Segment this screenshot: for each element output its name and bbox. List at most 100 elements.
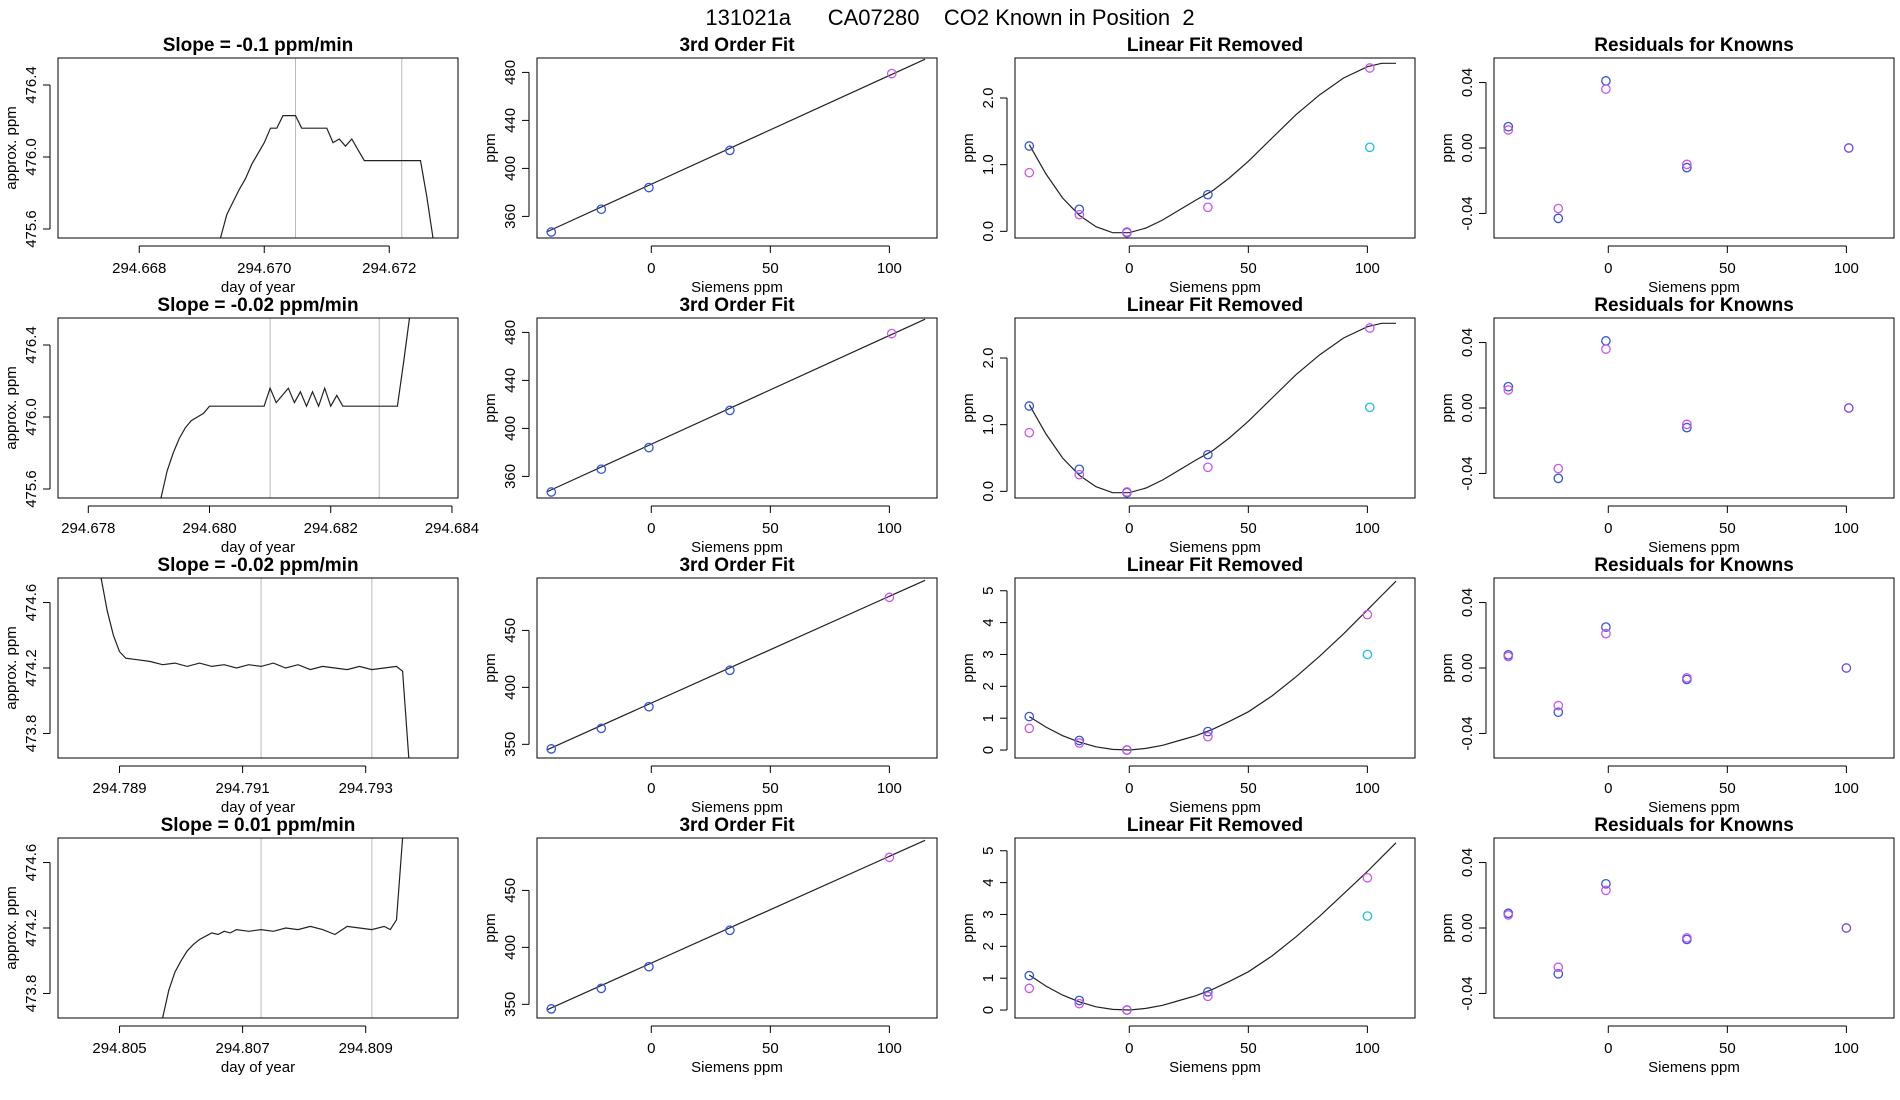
y-tick-label: 1.0 — [980, 154, 997, 175]
y-tick-label: 1 — [980, 974, 997, 982]
x-tick-label: 50 — [762, 260, 779, 277]
y-tick-label: 360 — [502, 204, 519, 229]
x-axis-label: day of year — [221, 1059, 295, 1076]
data-point — [1553, 463, 1564, 474]
y-tick-label: 360 — [502, 464, 519, 489]
plot-frame — [1014, 577, 1416, 759]
plot-area — [1024, 62, 1396, 238]
panel-title: 3rd Order Fit — [679, 295, 795, 316]
data-point — [1203, 449, 1213, 460]
y-tick-label: 473.8 — [23, 975, 40, 1013]
x-tick-label: 0 — [1604, 520, 1612, 537]
plot-area — [1024, 322, 1396, 498]
plot-area — [546, 839, 926, 1014]
plot-frame — [1493, 577, 1895, 759]
fit-curve — [1028, 62, 1396, 234]
y-axis: 0.0 1.0 2.0 ppm — [960, 348, 1008, 502]
panel-title: Linear Fit Removed — [1127, 35, 1303, 56]
x-axis: 0 50 100 Siemens ppm — [1125, 1025, 1380, 1076]
x-tick-label: 50 — [762, 780, 779, 797]
data-point — [1074, 735, 1085, 746]
y-axis-label: ppm — [482, 653, 499, 682]
y-axis-label: ppm — [482, 393, 499, 422]
x-axis-label: Siemens ppm — [691, 1059, 783, 1076]
data-point — [1362, 609, 1373, 620]
data-point — [886, 328, 897, 339]
x-axis: 0 50 100 Siemens ppm — [1125, 245, 1380, 296]
data-point — [1503, 381, 1514, 392]
data-point — [644, 961, 654, 972]
x-tick-label: 294.670 — [237, 260, 291, 277]
x-axis: 294.668 294.670 294.672 day of year — [112, 245, 416, 296]
x-axis: 0 50 100 Siemens ppm — [647, 505, 902, 556]
panel-title: Residuals for Knowns — [1594, 295, 1794, 316]
figure-title: 131021a CA07280 CO2 Known in Position 2 — [705, 5, 1194, 30]
data-point — [1553, 700, 1564, 711]
x-tick-label: 100 — [877, 520, 902, 537]
x-axis-label: Siemens ppm — [1648, 799, 1740, 816]
data-point — [1122, 745, 1132, 755]
data-point — [1074, 464, 1085, 475]
y-tick-label: 0.00 — [1459, 653, 1476, 682]
data-point — [1682, 419, 1692, 430]
x-axis-label: Siemens ppm — [691, 539, 783, 556]
panel-title: Slope = -0.02 ppm/min — [157, 555, 358, 576]
data-point — [725, 405, 735, 416]
x-tick-label: 294.682 — [304, 520, 358, 537]
panel-r2-c4: Residuals for Knowns 0 50 100 Siemens ppm -0.… — [1439, 295, 1895, 556]
panel-r4-c4: Residuals for Knowns 0 50 100 Siemens ppm -0.… — [1439, 815, 1895, 1076]
x-tick-label: 294.789 — [92, 780, 146, 797]
series-line — [100, 578, 410, 758]
y-tick-label: 3 — [980, 910, 997, 918]
plot-area — [100, 578, 410, 758]
panel-r4-c2: 3rd Order Fit 0 50 100 Siemens ppm 350 400 450p… — [482, 815, 938, 1076]
x-axis-label: Siemens ppm — [1648, 279, 1740, 296]
plot-area — [546, 318, 926, 497]
y-tick-label: 474.6 — [23, 844, 40, 882]
y-tick-label: 474.2 — [23, 909, 40, 947]
x-tick-label: 100 — [1834, 520, 1859, 537]
y-tick-label: 400 — [502, 416, 519, 441]
x-tick-label: 294.793 — [339, 780, 393, 797]
data-point — [1074, 204, 1085, 215]
data-point — [1553, 213, 1564, 224]
x-tick-label: 50 — [1719, 260, 1736, 277]
x-axis: 0 50 100 Siemens ppm — [1604, 505, 1859, 556]
x-tick-label: 0 — [1125, 1040, 1133, 1057]
y-tick-label: 4 — [980, 618, 997, 626]
series-line — [160, 318, 411, 498]
data-point — [1074, 998, 1085, 1009]
x-tick-label: 50 — [1240, 260, 1257, 277]
y-tick-label: 3 — [980, 650, 997, 658]
x-axis-label: Siemens ppm — [1169, 799, 1261, 816]
data-point — [1503, 125, 1514, 135]
x-tick-label: 100 — [1355, 520, 1380, 537]
x-tick-label: 0 — [1125, 520, 1133, 537]
y-tick-label: -0.04 — [1459, 456, 1476, 490]
data-point — [1553, 707, 1564, 718]
plot-area — [1503, 76, 1854, 224]
y-tick-label: 0.0 — [980, 481, 997, 502]
x-tick-label: 100 — [877, 1040, 902, 1057]
x-tick-label: 100 — [1355, 1040, 1380, 1057]
y-tick-label: 0 — [980, 746, 997, 754]
plot-area — [1024, 580, 1397, 755]
data-point — [1024, 141, 1035, 151]
data-point — [644, 442, 654, 453]
x-axis-label: day of year — [221, 539, 295, 556]
x-tick-label: 0 — [647, 260, 655, 277]
y-tick-label: 4 — [980, 878, 997, 886]
data-point — [1601, 878, 1611, 889]
y-tick-label: 5 — [980, 587, 997, 595]
data-point — [1074, 469, 1085, 480]
x-tick-label: 100 — [1355, 780, 1380, 797]
y-axis-label: approx. ppm — [3, 106, 20, 189]
panel-title: Slope = -0.1 ppm/min — [163, 35, 354, 56]
y-axis: 0.0 1.0 2.0 ppm — [960, 88, 1008, 242]
